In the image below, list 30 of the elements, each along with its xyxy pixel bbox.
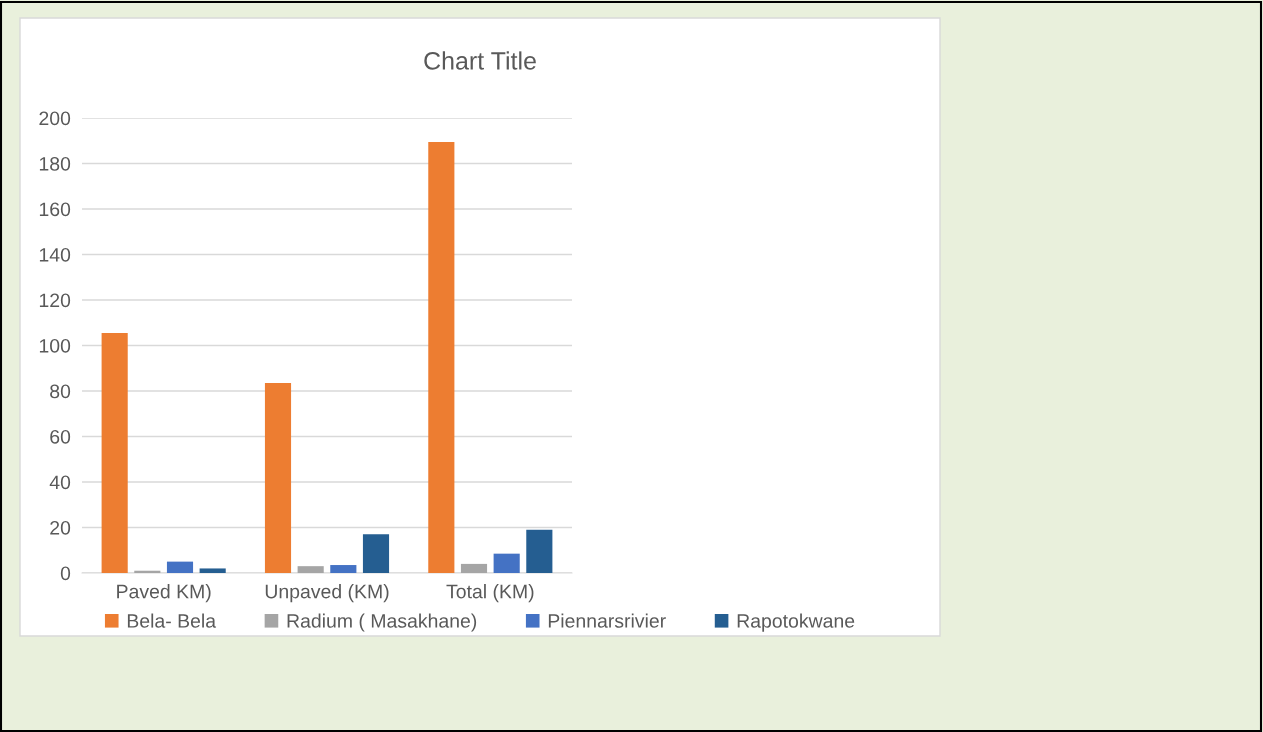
- x-tick-label: Paved KM): [117, 584, 211, 603]
- y-tick-label: 140: [39, 247, 71, 262]
- chart-title: Chart Title: [424, 51, 536, 70]
- bar: [264, 383, 292, 573]
- bar: [330, 565, 357, 573]
- bar: [460, 563, 488, 573]
- y-tick-label: 200: [39, 111, 71, 126]
- y-tick-label: 0: [60, 566, 71, 581]
- bar: [297, 566, 324, 573]
- y-tick-label: 20: [50, 520, 71, 535]
- bar: [101, 332, 128, 573]
- y-tick-label: 160: [39, 202, 71, 217]
- bar: [428, 141, 455, 573]
- y-tick-label: 100: [39, 338, 71, 353]
- legend-label: Piennarsrivier: [548, 613, 666, 628]
- bar: [362, 534, 390, 573]
- y-tick-label: 120: [39, 293, 71, 308]
- legend-label: Radium ( Masakhane): [287, 613, 477, 632]
- y-tick-label: 40: [49, 475, 71, 490]
- legend-label: Rapotokwane: [737, 613, 855, 632]
- x-tick-label: Total (KM): [446, 584, 534, 603]
- y-tick-label: 180: [39, 156, 71, 171]
- bar: [199, 568, 226, 573]
- x-tick-label: Unpaved (KM): [265, 584, 389, 603]
- bar: [526, 529, 553, 573]
- y-tick-label: 80: [50, 384, 71, 399]
- bar: [166, 561, 194, 573]
- y-tick-label: 60: [50, 429, 71, 444]
- legend-label: Bela- Bela: [127, 613, 217, 628]
- bar: [493, 553, 520, 573]
